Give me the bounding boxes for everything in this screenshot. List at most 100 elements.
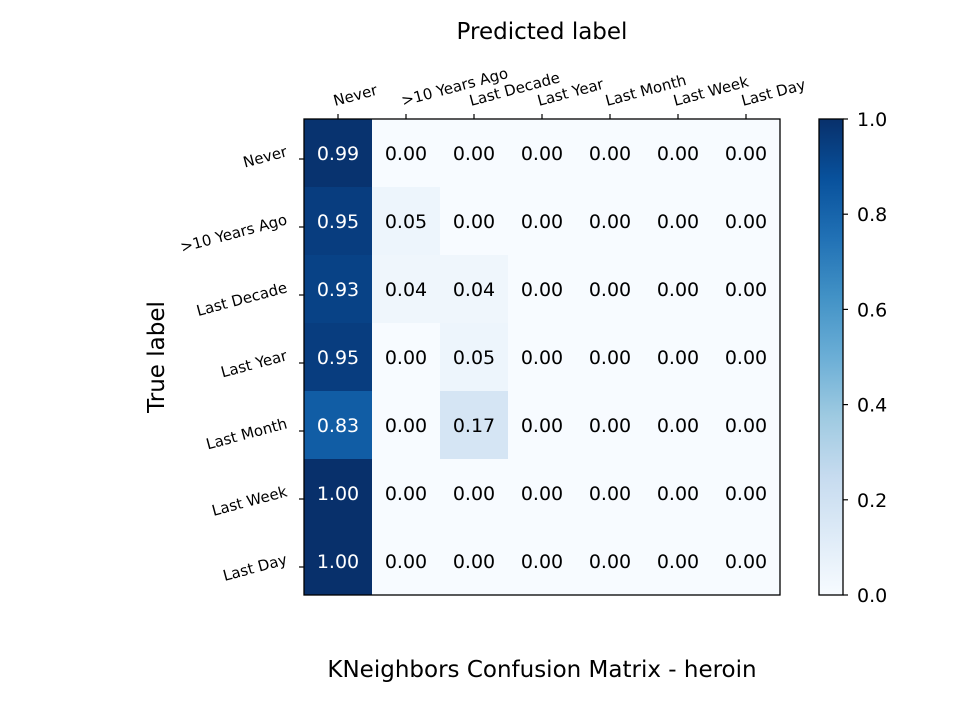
heatmap-cell [576, 527, 644, 595]
cell-value-label: 0.83 [317, 415, 359, 437]
heatmap-cell [576, 119, 644, 187]
heatmap-cell [508, 391, 576, 459]
colorbar-tick-label: 0.4 [857, 395, 887, 417]
cell-value-label: 0.00 [589, 415, 631, 437]
colorbar-frame [818, 118, 844, 596]
cell-value-label: 0.00 [657, 415, 699, 437]
y-axis-ticks: Never >10 Years Ago Last Decade Last Year La… [178, 142, 304, 585]
chart-title: KNeighbors Confusion Matrix - heroin [327, 657, 756, 683]
heatmap-cell [644, 187, 712, 255]
cell-value-label: 0.00 [453, 143, 495, 165]
cell-value-label: 0.00 [453, 211, 495, 233]
heatmap-cell [304, 187, 372, 255]
cell-value-label: 0.00 [385, 347, 427, 369]
cell-value-label: 1.00 [317, 551, 359, 573]
heatmap-cell [712, 459, 780, 527]
heatmap-cell [644, 323, 712, 391]
cell-value-label: 0.00 [521, 279, 563, 301]
cell-value-label: 0.99 [317, 143, 359, 165]
heatmap-cell [644, 255, 712, 323]
heatmap-cell [304, 391, 372, 459]
cell-value-label: 0.00 [385, 551, 427, 573]
cell-value-label: 0.00 [725, 279, 767, 301]
cell-value-label: 0.00 [589, 211, 631, 233]
cell-value-label: 0.17 [453, 415, 495, 437]
y-tick-label: Last Day [221, 550, 289, 584]
cell-value-label: 0.00 [657, 279, 699, 301]
cell-value-label: 0.00 [521, 415, 563, 437]
cell-value-label: 0.04 [453, 279, 495, 301]
heatmap-cell [372, 187, 440, 255]
heatmap-cell [440, 323, 508, 391]
cell-value-label: 0.00 [521, 211, 563, 233]
cell-value-label: 0.00 [725, 143, 767, 165]
heatmap-cell [508, 119, 576, 187]
y-axis-title: True label [144, 301, 170, 414]
heatmap-cell [440, 119, 508, 187]
colorbar: 0.0 0.2 0.4 0.6 0.8 1.0 [818, 109, 887, 607]
cell-value-label: 0.00 [589, 551, 631, 573]
heatmap-cell [372, 527, 440, 595]
cell-value-label: 0.93 [317, 279, 359, 301]
y-tick-label: Never [241, 142, 290, 171]
cell-value-label: 0.00 [725, 551, 767, 573]
cell-value-label: 0.00 [725, 347, 767, 369]
y-tick-label: Last Year [219, 346, 290, 381]
colorbar-gradient [819, 119, 843, 595]
x-axis-title: Predicted label [457, 19, 628, 45]
cell-value-label: 0.00 [453, 551, 495, 573]
x-tick-label: Never [331, 81, 380, 110]
heatmap-cell [440, 391, 508, 459]
heatmap-cell [440, 187, 508, 255]
cell-value-label: 0.00 [385, 143, 427, 165]
heatmap-cell [644, 391, 712, 459]
heatmap-cell [304, 527, 372, 595]
heatmap-cell [712, 323, 780, 391]
heatmap-cell [372, 255, 440, 323]
heatmap-cell [372, 459, 440, 527]
cell-value-label: 0.05 [453, 347, 495, 369]
heatmap-cell [644, 527, 712, 595]
heatmap-cell [712, 255, 780, 323]
cell-value-label: 0.00 [725, 211, 767, 233]
cell-value-label: 0.00 [589, 279, 631, 301]
heatmap-cell [304, 255, 372, 323]
cell-value-label: 0.00 [521, 347, 563, 369]
heatmap-cell [712, 391, 780, 459]
colorbar-tick-label: 1.0 [857, 109, 887, 131]
heatmap-cell [372, 391, 440, 459]
heatmap-cell [712, 527, 780, 595]
colorbar-tick-label: 0.8 [857, 204, 887, 226]
heatmap-cell [372, 119, 440, 187]
heatmap-cell [440, 459, 508, 527]
cell-value-label: 0.00 [657, 347, 699, 369]
y-tick-label: Last Decade [195, 278, 289, 319]
heatmap-cell [440, 527, 508, 595]
cell-value-label: 0.00 [657, 483, 699, 505]
cell-value-label: 0.00 [657, 211, 699, 233]
y-tick-label: >10 Years Ago [178, 210, 289, 256]
cell-value-label: 0.00 [521, 483, 563, 505]
cell-value-label: 0.00 [453, 483, 495, 505]
heatmap-cell [576, 391, 644, 459]
cell-value-label: 0.05 [385, 211, 427, 233]
cell-value-label: 0.95 [317, 347, 359, 369]
heatmap-cell [576, 255, 644, 323]
cell-value-label: 0.00 [725, 483, 767, 505]
heatmap-cell [440, 255, 508, 323]
colorbar-tick-label: 0.2 [857, 490, 887, 512]
cell-value-label: 0.00 [385, 483, 427, 505]
cell-value-label: 0.00 [657, 551, 699, 573]
heatmap-cell [712, 187, 780, 255]
cell-value-label: 0.00 [725, 415, 767, 437]
heatmap-cell [508, 255, 576, 323]
x-tick-label: Last Day [739, 75, 807, 109]
cell-value-label: 0.00 [589, 347, 631, 369]
heatmap-cell [372, 323, 440, 391]
y-tick-label: Last Week [210, 482, 289, 519]
heatmap-cell [304, 119, 372, 187]
heatmap-cell [576, 323, 644, 391]
cell-value-label: 1.00 [317, 483, 359, 505]
